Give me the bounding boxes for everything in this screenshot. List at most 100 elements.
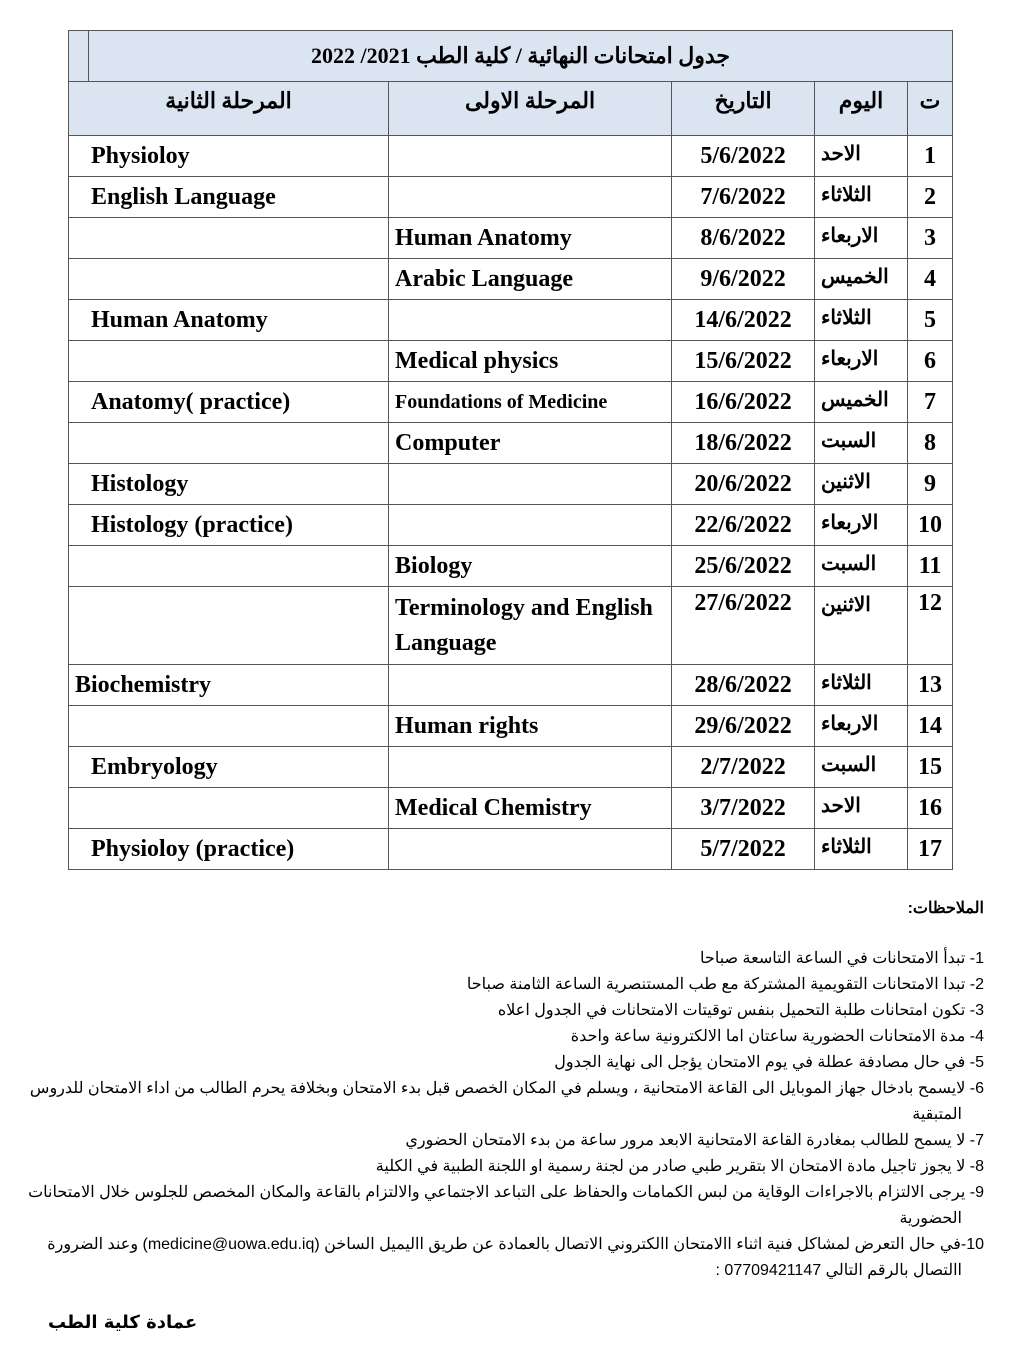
row-number: 2 [907, 176, 954, 218]
row-stage2: Biochemistry [67, 664, 390, 706]
row-day: الثلاثاء [814, 828, 909, 870]
row-date: 28/6/2022 [671, 664, 816, 706]
table-row: 3 الاربعاء 8/6/2022 Human Anatomy [67, 217, 954, 259]
row-stage1 [388, 828, 673, 870]
row-day: الاربعاء [814, 340, 909, 382]
row-number: 17 [907, 828, 954, 870]
row-day: الاحد [814, 787, 909, 829]
row-stage2 [67, 258, 390, 300]
row-number: 8 [907, 422, 954, 464]
row-number: 3 [907, 217, 954, 259]
row-stage2: Embryology [67, 746, 390, 788]
row-date: 29/6/2022 [671, 705, 816, 747]
row-number: 7 [907, 381, 954, 423]
row-day: الثلاثاء [814, 299, 909, 341]
row-day: السبت [814, 746, 909, 788]
table-row: 2 الثلاثاء 7/6/2022 English Language [67, 176, 954, 218]
row-number: 10 [907, 504, 954, 546]
row-stage1: Medical physics [388, 340, 673, 382]
row-number: 9 [907, 463, 954, 505]
row-date: 15/6/2022 [671, 340, 816, 382]
table-row: 7 الخميس 16/6/2022 Foundations of Medicine A… [67, 381, 954, 423]
row-stage2: Physioloy (practice) [67, 828, 390, 870]
row-number: 5 [907, 299, 954, 341]
note-item: 10-في حال التعرض لمشاكل فنية اثناء االام… [47, 1236, 984, 1279]
row-stage1: Medical Chemistry [388, 787, 673, 829]
row-date: 20/6/2022 [671, 463, 816, 505]
row-date: 2/7/2022 [671, 746, 816, 788]
table-title-row: جدول امتحانات النهائية / كلية الطب 2021/… [68, 30, 954, 82]
row-day: السبت [814, 422, 909, 464]
row-day: الاربعاء [814, 217, 909, 259]
row-stage2 [67, 422, 390, 464]
notes-title: الملاحظات: [907, 900, 984, 917]
row-stage1 [388, 504, 673, 546]
row-stage2 [67, 217, 390, 259]
row-day: الاثنين [814, 586, 909, 665]
row-stage2: Histology (practice) [67, 504, 390, 546]
row-stage2 [67, 545, 390, 587]
table-row: 11 السبت 25/6/2022 Biology [67, 545, 954, 587]
row-day: الاربعاء [814, 504, 909, 546]
row-date: 16/6/2022 [671, 381, 816, 423]
table-row: 1 الاحد 5/6/2022 Physioloy [67, 135, 954, 177]
table-row: 10 الاربعاء 22/6/2022 Histology (practice) [67, 504, 954, 546]
signature: عمادة كلية الطب [48, 1312, 198, 1333]
row-date: 7/6/2022 [671, 176, 816, 218]
table-row: 6 الاربعاء 15/6/2022 Medical physics [67, 340, 954, 382]
title-strip [68, 30, 89, 82]
row-stage1 [388, 176, 673, 218]
row-day: الاحد [814, 135, 909, 177]
row-day: السبت [814, 545, 909, 587]
row-number: 6 [907, 340, 954, 382]
row-number: 14 [907, 705, 954, 747]
table-row: 16 الاحد 3/7/2022 Medical Chemistry [67, 787, 954, 829]
table-row: 8 السبت 18/6/2022 Computer [67, 422, 954, 464]
row-stage2 [67, 787, 390, 829]
row-day: الثلاثاء [814, 664, 909, 706]
table-row: 14 الاربعاء 29/6/2022 Human rights [67, 705, 954, 747]
row-day: الثلاثاء [814, 176, 909, 218]
row-stage1 [388, 463, 673, 505]
note-item: 7- لا يسمح للطالب بمغادرة القاعة الامتحا… [405, 1132, 984, 1149]
row-number: 13 [907, 664, 954, 706]
table-header-row: ت اليوم التاريخ المرحلة الاولى المرحلة ا… [67, 81, 954, 136]
header-stage1: المرحلة الاولى [388, 81, 673, 136]
row-stage2: English Language [67, 176, 390, 218]
row-stage2: Anatomy( practice) [67, 381, 390, 423]
table-row: 15 السبت 2/7/2022 Embryology [67, 746, 954, 788]
row-date: 5/7/2022 [671, 828, 816, 870]
row-date: 22/6/2022 [671, 504, 816, 546]
table-row: 13 الثلاثاء 28/6/2022 Biochemistry [67, 664, 954, 706]
row-stage1: Arabic Language [388, 258, 673, 300]
row-stage1 [388, 746, 673, 788]
row-stage1 [388, 135, 673, 177]
row-stage2 [67, 705, 390, 747]
row-stage2 [67, 340, 390, 382]
header-date: التاريخ [671, 81, 816, 136]
row-date: 3/7/2022 [671, 787, 816, 829]
note-item: 2- تبدا الامتحانات التقويمية المشتركة مع… [466, 976, 984, 993]
row-stage2: Physioloy [67, 135, 390, 177]
table-title: جدول امتحانات النهائية / كلية الطب 2021/… [87, 30, 954, 82]
row-stage1: Terminology and English Language [388, 586, 673, 665]
row-stage2: Human Anatomy [67, 299, 390, 341]
row-stage1: Foundations of Medicine [388, 381, 673, 423]
row-number: 16 [907, 787, 954, 829]
table-row: 12 الاثنين 27/6/2022 Terminology and Englis… [67, 586, 954, 665]
row-date: 5/6/2022 [671, 135, 816, 177]
row-number: 15 [907, 746, 954, 788]
header-day: اليوم [814, 81, 909, 136]
note-item: 8- لا يجوز تاجيل مادة الامتحان الا بتقري… [375, 1158, 984, 1175]
notes-list: 1- تبدأ الامتحانات في الساعة التاسعة صبا… [0, 946, 984, 1284]
row-number: 4 [907, 258, 954, 300]
row-stage2: Histology [67, 463, 390, 505]
row-date: 8/6/2022 [671, 217, 816, 259]
row-stage1: Computer [388, 422, 673, 464]
row-date: 14/6/2022 [671, 299, 816, 341]
row-stage1: Human Anatomy [388, 217, 673, 259]
table-row: 9 الاثنين 20/6/2022 Histology [67, 463, 954, 505]
row-stage1: Biology [388, 545, 673, 587]
row-number: 1 [907, 135, 954, 177]
row-date: 18/6/2022 [671, 422, 816, 464]
